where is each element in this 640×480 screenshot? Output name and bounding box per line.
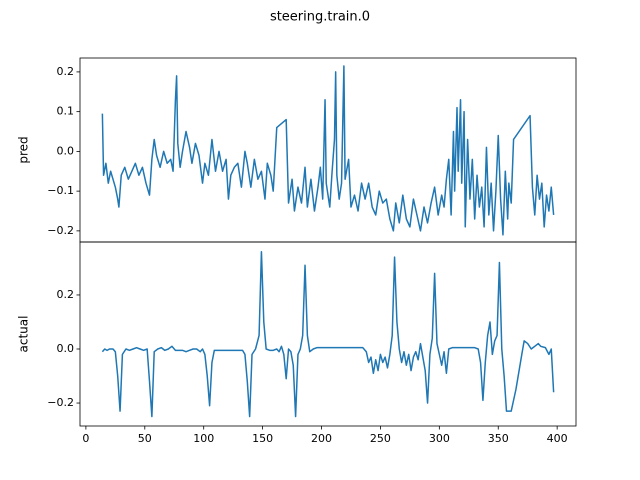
y-tick-label: 0.0 [57,342,75,355]
y-tick-label: −0.1 [47,184,74,197]
data-line [101,250,555,418]
x-tick-label: 100 [193,432,214,445]
x-tick-label: 350 [488,432,509,445]
y-tick-label: 0.2 [57,288,75,301]
y-tick-label: 0.2 [57,65,75,78]
data-line [101,65,555,236]
y-tick-label: 0.1 [57,105,75,118]
y-axis-label: pred [17,136,31,163]
x-tick-label: 200 [311,432,332,445]
y-tick-label: 0.0 [57,144,75,157]
y-axis-label: actual [17,316,31,353]
figure-title: steering.train.0 [270,10,370,25]
x-tick-label: 0 [82,432,89,445]
x-tick-label: 50 [138,432,152,445]
y-tick-label: −0.2 [47,224,74,237]
x-tick-label: 250 [370,432,391,445]
axes-frame [79,241,577,427]
x-tick-label: 150 [252,432,273,445]
x-tick-label: 300 [429,432,450,445]
y-tick-label: −0.2 [47,396,74,409]
x-tick-label: 400 [547,432,568,445]
